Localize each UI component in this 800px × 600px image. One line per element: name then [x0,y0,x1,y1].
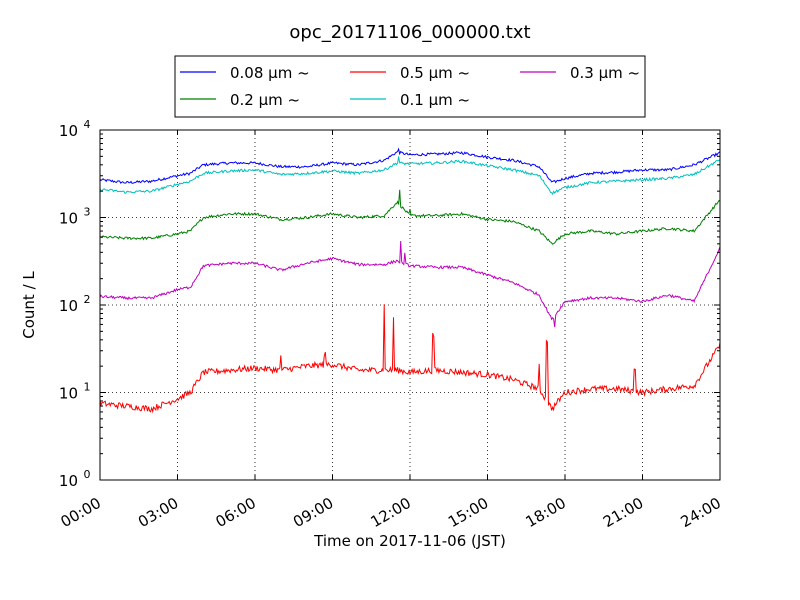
legend-label: 0.5 μm ~ [400,64,470,82]
y-tick-label-exponent: 0 [84,468,91,481]
y-tick-label-exponent: 3 [84,206,91,219]
series-line [99,156,721,196]
legend-entry: 0.5 μm ~ [350,64,470,82]
y-axis-label: Count / L [20,271,38,339]
y-tick-label-exponent: 2 [84,293,91,306]
y-tick-label-base: 10 [59,297,78,315]
legend-box [174,55,646,118]
series-line [99,147,721,184]
y-tick-label-base: 10 [59,385,78,403]
legend-label: 0.2 μm ~ [230,91,300,109]
series-line [99,240,721,328]
legend: 0.08 μm ~ 0.2 μm ~ 0.5 μm ~ 0.1 μm ~ 0.3 μm … [174,55,646,118]
series-line [99,304,721,414]
legend-label: 0.1 μm ~ [400,91,470,109]
legend-label: 0.08 μm ~ [230,64,310,82]
legend-entry: 0.08 μm ~ [180,64,310,82]
legend-entry: 0.1 μm ~ [350,91,470,109]
x-axis-label: Time on 2017-11-06 (JST) [313,532,506,550]
legend-entry: 0.3 μm ~ [520,64,640,82]
y-tick-label: 10 2 [59,293,91,315]
y-tick-label: 10 4 [59,118,91,140]
series-line [99,189,721,245]
grid [100,130,720,480]
legend-label: 0.3 μm ~ [570,64,640,82]
y-tick-label-base: 10 [59,122,78,140]
y-tick-label: 10 1 [59,381,91,403]
y-tick-label-exponent: 4 [84,118,91,131]
legend-entry: 0.2 μm ~ [180,91,300,109]
chart-title: opc_20171106_000000.txt [289,22,530,43]
series-layer [99,147,721,414]
y-tick-label-exponent: 1 [84,381,91,394]
ticks [99,129,721,481]
y-tick-label: 10 0 [59,468,91,490]
y-tick-label: 10 3 [59,206,91,228]
y-tick-label-base: 10 [59,472,78,490]
y-tick-label-base: 10 [59,210,78,228]
y-tick-labels: 10 0 10 1 10 2 10 3 10 4 [59,118,91,490]
